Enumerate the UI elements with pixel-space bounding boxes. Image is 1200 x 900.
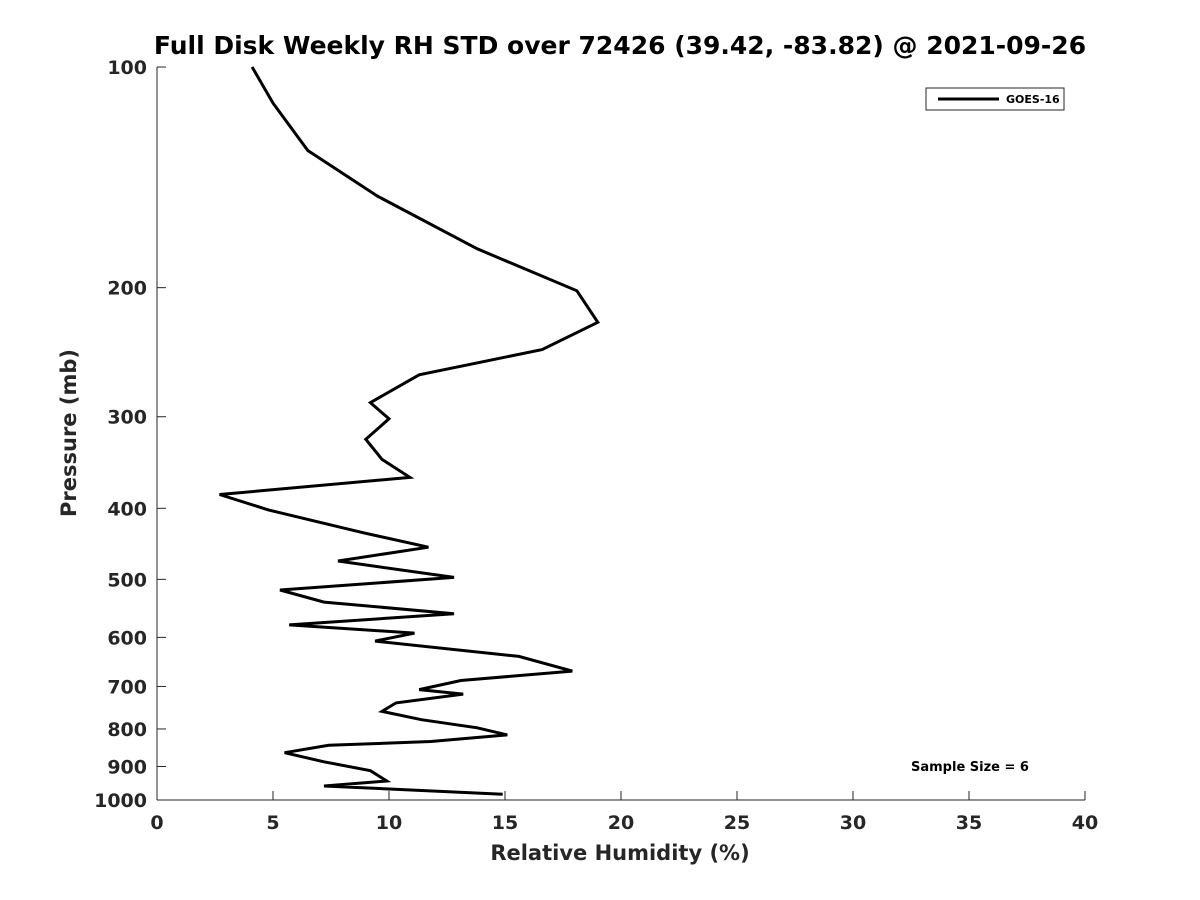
x-tick-label: 20	[608, 812, 634, 834]
y-tick-label: 300	[107, 407, 147, 429]
y-tick-label: 500	[107, 569, 147, 591]
chart-title: Full Disk Weekly RH STD over 72426 (39.4…	[154, 31, 1086, 60]
x-tick-label: 5	[266, 812, 279, 834]
legend: GOES-16	[925, 87, 1065, 111]
y-tick-label: 900	[107, 756, 147, 778]
y-tick-label: 800	[107, 719, 147, 741]
x-tick-label: 40	[1072, 812, 1098, 834]
plot-area: 0 5 10 15 20 25 30 35 40 100 200 300 400 500 600 700 800…	[94, 57, 1098, 834]
x-tick-label: 15	[492, 812, 518, 834]
y-tick-label: 600	[107, 627, 147, 649]
y-tick-label: 700	[107, 676, 147, 698]
x-tick-label: 35	[956, 812, 982, 834]
x-axis-label: Relative Humidity (%)	[490, 841, 749, 865]
y-tick-label: 400	[107, 498, 147, 520]
y-tick-label: 1000	[94, 790, 147, 812]
x-tick-label: 10	[376, 812, 402, 834]
y-axis-label: Pressure (mb)	[57, 349, 81, 517]
y-tick-label: 200	[107, 278, 147, 300]
series-line-goes-16	[219, 66, 600, 796]
legend-label-goes-16: GOES-16	[1006, 93, 1060, 106]
sample-size-annotation: Sample Size = 6	[911, 760, 1029, 775]
x-tick-label: 30	[840, 812, 866, 834]
y-tick-label: 100	[107, 57, 147, 79]
x-tick-label: 25	[724, 812, 750, 834]
x-tick-label: 0	[150, 812, 163, 834]
